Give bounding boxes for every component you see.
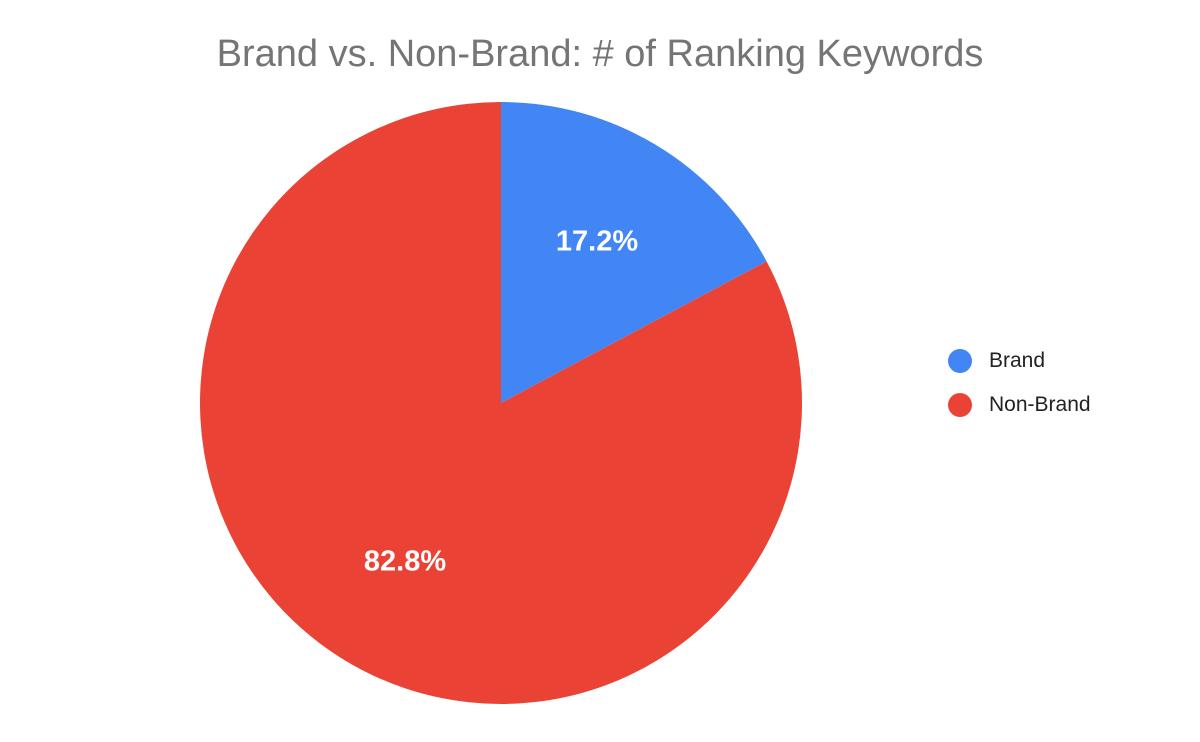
- legend-swatch-brand: [948, 349, 972, 373]
- chart-legend: Brand Non-Brand: [948, 344, 1091, 432]
- legend-item-non-brand[interactable]: Non-Brand: [948, 388, 1091, 422]
- pie-slice-non-brand[interactable]: [200, 102, 803, 704]
- chart-title: Brand vs. Non-Brand: # of Ranking Keywor…: [216, 33, 984, 75]
- data-label-brand: 17.2%: [556, 226, 638, 258]
- data-label-non-brand: 82.8%: [364, 546, 446, 578]
- legend-swatch-non-brand: [948, 393, 972, 417]
- legend-label-non-brand: Non-Brand: [989, 393, 1091, 416]
- pie-slice-brand[interactable]: [501, 102, 767, 403]
- legend-label-brand: Brand: [989, 349, 1046, 372]
- legend-item-brand[interactable]: Brand: [948, 344, 1091, 378]
